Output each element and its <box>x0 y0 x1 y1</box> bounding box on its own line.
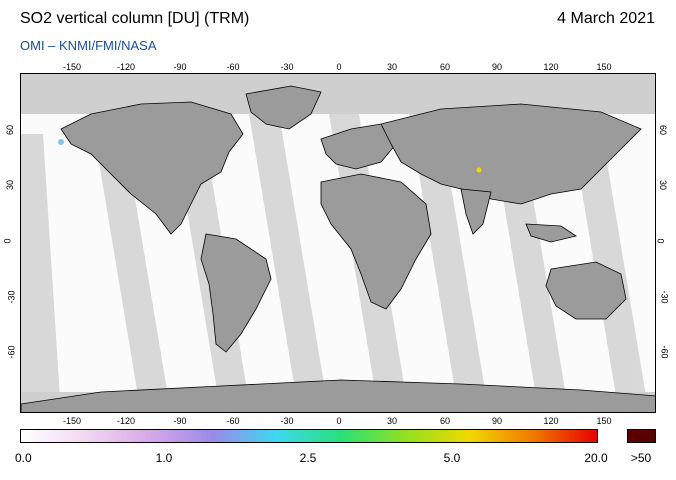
lon-bottom-tick--30: -30 <box>280 416 294 426</box>
land-masses <box>21 85 655 412</box>
lon-top-tick--150: -150 <box>62 62 82 72</box>
lat-right-tick-0: 0 <box>655 238 666 244</box>
lat-right-tick--60: -60 <box>659 345 670 359</box>
lon-top-tick-60: 60 <box>439 62 451 72</box>
lon-top-tick-90: 90 <box>491 62 503 72</box>
data-credit: OMI – KNMI/FMI/NASA <box>20 38 157 53</box>
lat-right-tick-60: 60 <box>658 124 669 136</box>
colorbar-label-1: 1.0 <box>155 451 173 465</box>
so2-signal-alaska <box>58 139 64 145</box>
lon-bottom-tick--150: -150 <box>62 416 82 426</box>
lon-bottom-tick-150: 150 <box>596 416 612 426</box>
lon-bottom-tick-120: 120 <box>543 416 559 426</box>
lon-bottom-tick-0: 0 <box>336 416 342 426</box>
lon-bottom-tick-60: 60 <box>439 416 451 426</box>
lat-left-tick-0: 0 <box>2 238 13 244</box>
lat-left-tick--30: -30 <box>6 290 17 304</box>
lon-top-tick-0: 0 <box>336 62 342 72</box>
lon-bottom-tick--90: -90 <box>173 416 187 426</box>
colorbar-label-4: 20.0 <box>584 451 608 465</box>
colorbar-label-3: 5.0 <box>443 451 461 465</box>
world-map <box>20 73 656 413</box>
colorbar-label-0: 0.0 <box>14 451 32 465</box>
colorbar-label-2: 2.5 <box>299 451 317 465</box>
lon-top-tick--90: -90 <box>173 62 187 72</box>
overflow-color-box <box>627 429 656 443</box>
map-title: SO2 vertical column [DU] (TRM) <box>20 10 250 27</box>
lon-top-tick--30: -30 <box>280 62 294 72</box>
lon-top-tick-120: 120 <box>543 62 559 72</box>
lon-bottom-tick--120: -120 <box>116 416 136 426</box>
overflow-label: >50 <box>630 451 652 465</box>
lon-top-tick-30: 30 <box>386 62 398 72</box>
lat-left-tick-60: 60 <box>5 124 16 136</box>
map-canvas <box>21 74 655 412</box>
lon-bottom-tick--60: -60 <box>226 416 240 426</box>
so2-signal-asia <box>476 167 482 173</box>
lon-bottom-tick-90: 90 <box>491 416 503 426</box>
lon-top-tick-150: 150 <box>596 62 612 72</box>
so2-colorbar <box>20 429 598 443</box>
lat-right-tick-30: 30 <box>658 179 669 191</box>
map-date: 4 March 2021 <box>557 10 655 27</box>
lat-left-tick--60: -60 <box>6 345 17 359</box>
lat-right-tick--30: -30 <box>659 290 670 304</box>
lon-top-tick--60: -60 <box>226 62 240 72</box>
lon-bottom-tick-30: 30 <box>386 416 398 426</box>
lat-left-tick-30: 30 <box>5 179 16 191</box>
lon-top-tick--120: -120 <box>116 62 136 72</box>
